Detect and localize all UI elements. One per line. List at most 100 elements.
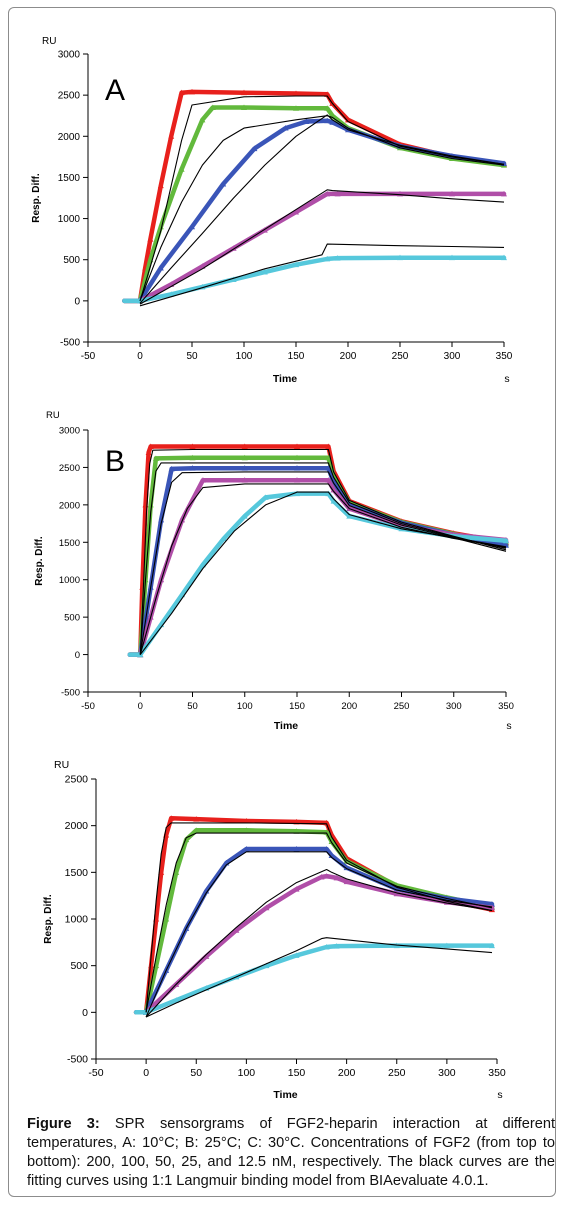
y-tick-label: 1500 (59, 538, 80, 549)
data-point (220, 181, 227, 187)
panel-letter: A (105, 74, 125, 107)
data-point (323, 873, 330, 879)
data-point (333, 943, 340, 949)
data-point (230, 245, 237, 251)
x-tick-label: 250 (388, 1067, 406, 1079)
y-tick-label: 2500 (58, 91, 81, 102)
figure-frame: -500 0 500 1000 1500 2000 2500 3000 -50 0 50 100 150… (8, 7, 556, 1197)
data-point (334, 255, 341, 261)
series-0 (127, 443, 509, 658)
fit-curve-4 (139, 491, 507, 655)
data-point (241, 454, 248, 461)
x-unit-label: s (504, 373, 509, 385)
data-point (501, 254, 507, 261)
data-point (282, 125, 289, 131)
y-tick-label: -500 (67, 1054, 88, 1066)
x-tick-label: 300 (438, 1067, 456, 1079)
y-unit-label: RU (54, 759, 69, 771)
fit-curve-1 (139, 115, 505, 302)
x-tick-label: 250 (394, 701, 410, 712)
y-unit-label: RU (42, 36, 56, 47)
data-point (503, 537, 509, 544)
data-point (325, 454, 332, 461)
data-point (243, 827, 250, 833)
data-point (199, 477, 206, 483)
data-point (163, 916, 170, 922)
y-tick-label: 0 (74, 296, 80, 307)
y-axis-title: Resp. Diff. (31, 173, 42, 223)
y-tick-label: 1000 (59, 575, 80, 586)
x-tick-label: 150 (288, 1067, 306, 1079)
series-2 (133, 846, 495, 1015)
data-point (325, 465, 332, 471)
fit-curve-4 (145, 937, 493, 1018)
data-point (173, 869, 180, 875)
data-point (233, 927, 240, 933)
series-line (127, 477, 509, 657)
fit-curve-2 (145, 851, 493, 1018)
data-point (334, 190, 341, 197)
fit-curve-1 (139, 462, 507, 655)
data-point (328, 838, 335, 845)
caption-label: Figure 3: (27, 1116, 100, 1132)
data-point (329, 119, 336, 125)
data-point (324, 255, 331, 262)
figure-caption: Figure 3: SPR sensorgrams of FGF2-hepari… (27, 1115, 555, 1191)
series-line (127, 444, 509, 657)
x-axis-title: Time (273, 1089, 297, 1101)
data-point (147, 501, 154, 508)
x-tick-label: 200 (341, 701, 357, 712)
data-point (293, 105, 299, 111)
x-tick-label: 200 (338, 1067, 356, 1079)
data-point (324, 190, 331, 197)
data-point (243, 818, 250, 824)
data-point (158, 516, 165, 523)
data-point (241, 465, 248, 471)
series-line (122, 89, 507, 304)
y-axis-title: Resp. Diff. (34, 536, 45, 586)
data-point (397, 254, 403, 261)
y-tick-label: 2500 (65, 774, 89, 786)
series-4 (122, 254, 507, 304)
y-tick-label: 1500 (65, 867, 89, 879)
data-point (294, 443, 300, 449)
x-tick-label: 0 (143, 1067, 149, 1079)
data-point (318, 874, 325, 880)
data-point (157, 182, 164, 189)
y-tick-label: 2000 (65, 820, 89, 832)
data-point (168, 465, 175, 472)
y-tick-label: 3000 (58, 50, 81, 61)
x-tick-label: 0 (138, 701, 143, 712)
data-point (293, 261, 299, 268)
data-point (263, 904, 270, 911)
y-tick-label: -500 (61, 688, 80, 699)
data-point (345, 116, 351, 123)
data-point (243, 846, 250, 852)
data-point (241, 513, 248, 519)
series-3 (122, 190, 507, 304)
data-point (251, 145, 258, 152)
fit-curve-1 (145, 832, 493, 1013)
data-point (449, 254, 455, 261)
data-point (324, 105, 331, 111)
data-point (152, 455, 159, 461)
series-1 (122, 104, 507, 304)
x-tick-label: -50 (81, 351, 96, 362)
data-point (294, 490, 300, 497)
x-tick-label: -50 (81, 701, 95, 712)
data-point (189, 454, 196, 461)
data-point (325, 477, 332, 483)
x-tick-label: 100 (236, 351, 253, 362)
data-point (261, 269, 268, 275)
data-point (501, 190, 507, 197)
series-line (133, 846, 495, 1015)
data-point (294, 465, 300, 471)
x-tick-label: 150 (288, 351, 305, 362)
data-point (220, 535, 227, 542)
data-point (294, 477, 300, 483)
data-point (328, 852, 335, 859)
data-point (262, 494, 269, 500)
data-point (178, 166, 185, 172)
y-tick-label: 3000 (59, 426, 80, 437)
fit-curve-0 (145, 822, 493, 1013)
